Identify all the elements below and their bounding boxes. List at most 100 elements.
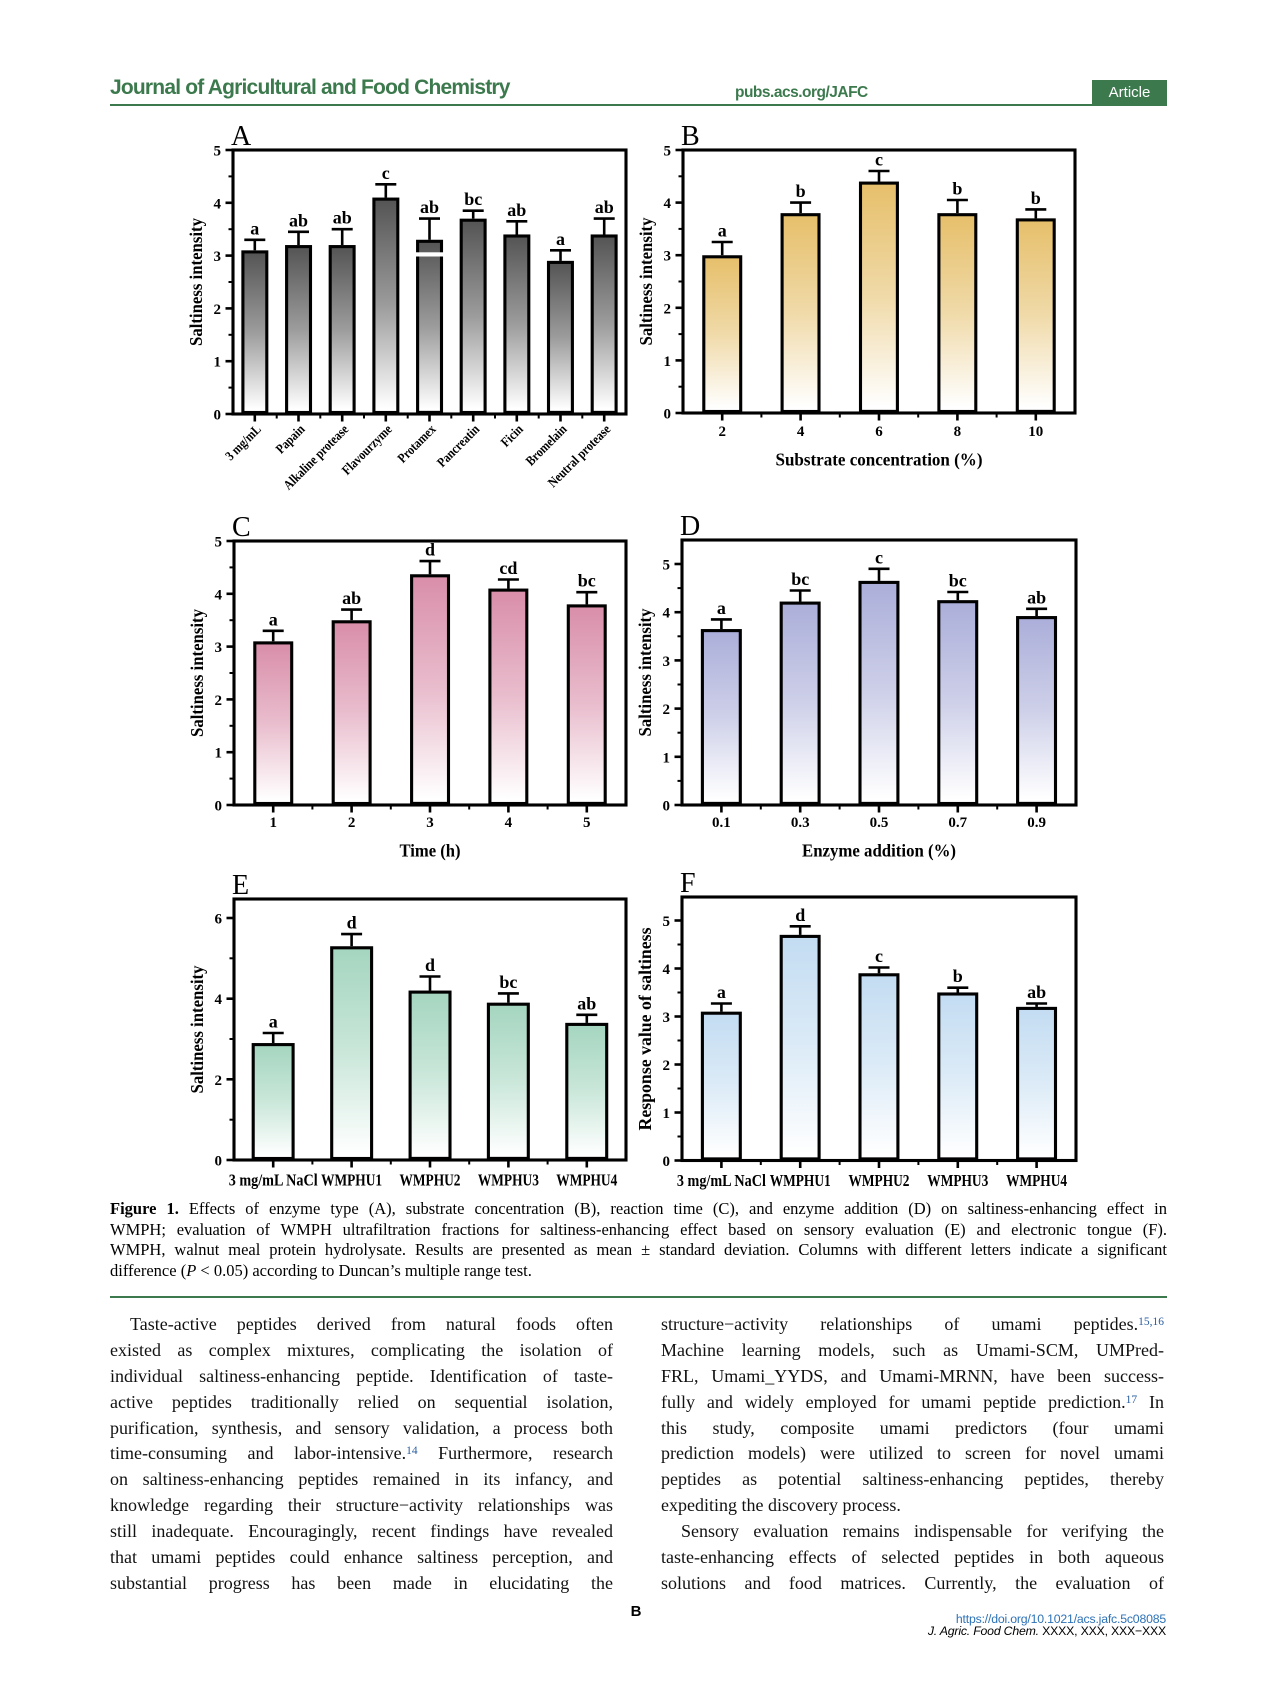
svg-text:0: 0 [664, 407, 672, 423]
svg-text:ab: ab [420, 197, 439, 217]
svg-text:3: 3 [426, 815, 434, 831]
svg-text:E: E [232, 870, 249, 901]
svg-text:c: c [875, 946, 883, 966]
svg-text:0.7: 0.7 [948, 815, 967, 831]
svg-text:1: 1 [663, 750, 671, 766]
svg-text:Papain: Papain [273, 421, 308, 456]
svg-text:2: 2 [718, 424, 726, 440]
svg-text:D: D [680, 511, 700, 542]
svg-text:WMPHU2: WMPHU2 [400, 1170, 461, 1189]
svg-text:Ficin: Ficin [498, 421, 527, 450]
svg-text:Time (h): Time (h) [400, 841, 461, 862]
svg-text:Saltiness intensity: Saltiness intensity [187, 966, 207, 1094]
svg-text:Substrate concentration (%): Substrate concentration (%) [776, 450, 983, 471]
svg-text:5: 5 [663, 914, 671, 930]
svg-text:3: 3 [214, 249, 222, 265]
svg-text:0.3: 0.3 [791, 815, 810, 831]
svg-text:2: 2 [214, 302, 222, 318]
svg-text:WMPHU4: WMPHU4 [1006, 1171, 1067, 1190]
svg-text:5: 5 [583, 815, 591, 831]
svg-text:Saltiness intensity: Saltiness intensity [635, 609, 655, 737]
svg-text:a: a [269, 1012, 278, 1032]
svg-text:3: 3 [664, 249, 672, 265]
svg-text:d: d [425, 540, 435, 560]
svg-text:a: a [718, 221, 727, 241]
svg-text:0.9: 0.9 [1027, 815, 1046, 831]
svg-text:a: a [556, 229, 565, 249]
svg-text:1: 1 [663, 1106, 671, 1122]
svg-text:2: 2 [215, 1073, 223, 1089]
svg-text:ab: ab [577, 993, 596, 1013]
svg-text:WMPHU2: WMPHU2 [849, 1171, 910, 1190]
svg-text:ab: ab [1027, 587, 1046, 607]
svg-text:4: 4 [663, 962, 671, 978]
svg-text:8: 8 [954, 424, 962, 440]
svg-text:ab: ab [342, 588, 361, 608]
svg-text:1: 1 [215, 746, 223, 762]
svg-text:4: 4 [215, 992, 223, 1008]
svg-text:3: 3 [663, 1010, 671, 1026]
svg-text:bc: bc [464, 189, 482, 209]
svg-text:4: 4 [505, 815, 513, 831]
svg-text:Protamex: Protamex [394, 421, 438, 465]
svg-text:WMPHU3: WMPHU3 [478, 1170, 539, 1189]
svg-text:0.5: 0.5 [870, 815, 889, 831]
svg-text:4: 4 [664, 196, 672, 212]
svg-text:0: 0 [214, 408, 222, 424]
svg-text:1: 1 [214, 355, 222, 371]
svg-text:bc: bc [499, 972, 517, 992]
svg-text:a: a [717, 598, 726, 618]
svg-text:4: 4 [663, 606, 671, 622]
svg-text:0.1: 0.1 [712, 815, 731, 831]
svg-text:ab: ab [507, 200, 526, 220]
svg-text:ab: ab [595, 197, 614, 217]
svg-text:5: 5 [664, 144, 672, 160]
svg-text:b: b [796, 181, 806, 201]
svg-text:d: d [795, 905, 805, 925]
svg-text:b: b [952, 179, 962, 199]
svg-text:Pancreatin: Pancreatin [434, 421, 483, 470]
svg-text:C: C [232, 512, 251, 543]
svg-text:cd: cd [499, 558, 517, 578]
svg-text:4: 4 [797, 424, 805, 440]
svg-text:a: a [717, 982, 726, 1002]
svg-text:c: c [875, 547, 883, 567]
svg-text:Saltiness intensity: Saltiness intensity [636, 218, 656, 346]
svg-text:A: A [231, 121, 252, 152]
svg-text:6: 6 [215, 912, 223, 928]
svg-text:0: 0 [663, 799, 671, 815]
svg-text:bc: bc [791, 569, 809, 589]
svg-text:4: 4 [214, 196, 222, 212]
svg-text:4: 4 [215, 587, 223, 603]
svg-text:3 mg/mL: 3 mg/mL [222, 422, 264, 464]
svg-text:WMPHU1: WMPHU1 [770, 1171, 831, 1190]
svg-text:d: d [347, 913, 357, 933]
svg-text:2: 2 [664, 301, 672, 317]
svg-text:d: d [425, 955, 435, 975]
svg-text:10: 10 [1028, 424, 1043, 440]
svg-text:5: 5 [663, 558, 671, 574]
svg-text:0: 0 [663, 1154, 671, 1170]
svg-text:bc: bc [578, 571, 596, 591]
svg-text:0: 0 [215, 1154, 223, 1170]
svg-text:3: 3 [663, 654, 671, 670]
svg-text:a: a [269, 609, 278, 629]
svg-text:c: c [382, 163, 390, 183]
svg-text:2: 2 [348, 815, 356, 831]
svg-text:Enzyme addition (%): Enzyme addition (%) [802, 841, 956, 862]
svg-text:Saltiness intensity: Saltiness intensity [187, 609, 207, 737]
svg-text:ab: ab [1027, 982, 1046, 1002]
svg-text:WMPHU4: WMPHU4 [556, 1170, 617, 1189]
svg-text:2: 2 [663, 1058, 671, 1074]
svg-text:b: b [1031, 188, 1041, 208]
svg-text:1: 1 [269, 815, 277, 831]
svg-text:1: 1 [664, 354, 672, 370]
svg-text:B: B [681, 121, 700, 152]
svg-text:Saltiness intensity: Saltiness intensity [186, 218, 206, 346]
svg-text:ab: ab [289, 210, 308, 230]
svg-text:Response value of saltiness: Response value of saltiness [635, 928, 655, 1131]
svg-text:2: 2 [215, 693, 223, 709]
svg-text:ab: ab [333, 208, 352, 228]
svg-text:b: b [953, 966, 963, 986]
svg-text:bc: bc [949, 571, 967, 591]
